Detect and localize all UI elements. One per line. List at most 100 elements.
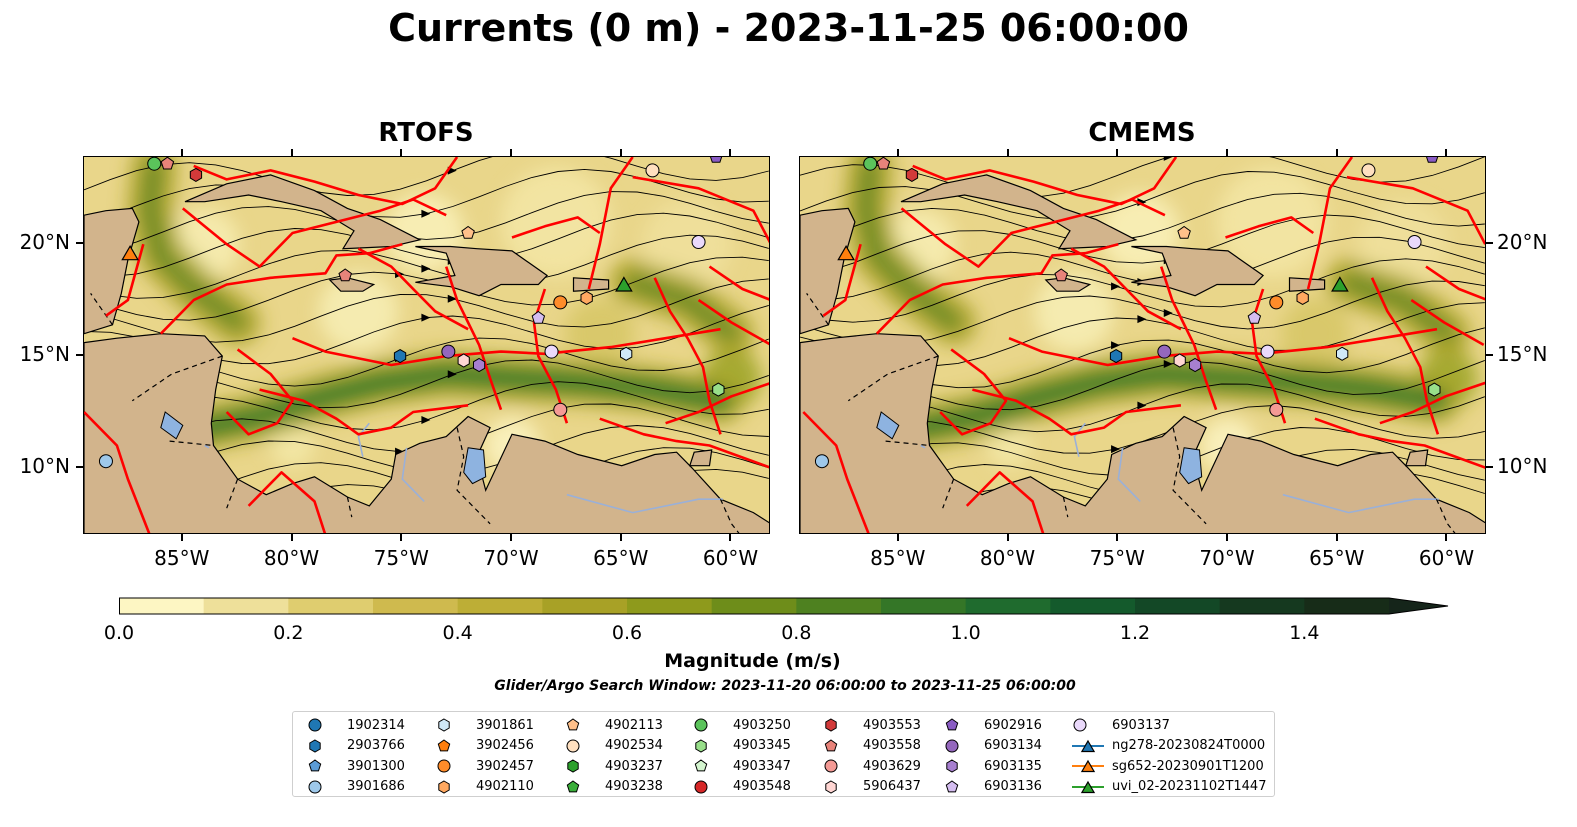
legend-marker-pentagon — [566, 779, 580, 792]
lon-tick-mark — [1335, 149, 1338, 156]
legend-label: 4903345 — [733, 738, 791, 753]
legend-item: 6903137 — [1072, 715, 1170, 735]
legend-item: 6903135 — [944, 756, 1042, 776]
observation-markers — [98, 157, 725, 469]
legend-label: 6903136 — [984, 779, 1042, 794]
observation-4903250 — [147, 157, 162, 171]
lat-tick-label-left: 15°N — [19, 342, 70, 367]
legend-marker-circle — [945, 739, 959, 752]
observation-sg652-20230901T1200 — [837, 245, 855, 261]
legend-item: sg652-20230901T1200 — [1072, 756, 1264, 776]
country-borders — [90, 293, 740, 533]
observation-3901686 — [814, 454, 829, 469]
map-svg — [800, 157, 1485, 533]
colorbar-segment — [1135, 598, 1221, 614]
legend-marker-circle — [437, 759, 451, 773]
lon-tick-mark — [1226, 534, 1228, 541]
observation-3901861 — [620, 346, 633, 361]
map-panel-cmems — [799, 156, 1486, 534]
legend-label: 3902456 — [476, 738, 534, 753]
figure-title: Currents (0 m) - 2023-11-25 06:00:00 — [388, 6, 1189, 50]
legend-marker-hexagon — [825, 779, 837, 794]
legend-label: 3902457 — [476, 758, 534, 774]
observation-6903137 — [1260, 344, 1275, 359]
legend-label: 1902314 — [347, 717, 405, 733]
colorbar-segment — [796, 598, 882, 614]
colorbar-segment — [1304, 598, 1390, 614]
observation-4903558 — [876, 157, 891, 170]
lat-tick-mark — [1486, 465, 1493, 468]
observation-6902916 — [710, 157, 723, 163]
lon-tick-mark — [729, 534, 732, 541]
observation-markers — [814, 157, 1441, 469]
observation-5906437 — [457, 353, 470, 368]
lon-tick-label: 65°W — [1309, 546, 1365, 570]
legend-label: 4903548 — [733, 779, 791, 794]
lon-tick-mark — [1006, 149, 1009, 156]
lon-tick-mark — [290, 149, 293, 156]
legend-label: 3901300 — [347, 758, 405, 774]
colorbar-segment — [542, 598, 628, 614]
observation-4902113 — [1177, 225, 1191, 239]
legend-label: ng278-20230824T0000 — [1112, 738, 1266, 753]
lon-tick-label: 80°W — [979, 546, 1036, 570]
legend-item: 2903766 — [307, 736, 405, 756]
observation-6903137 — [691, 234, 706, 249]
colorbar-outline — [119, 597, 1449, 615]
lon-tick-label: 80°W — [263, 546, 320, 570]
legend-marker-triangle — [1072, 759, 1104, 773]
lon-tick-label: 85°W — [154, 546, 210, 570]
observation-6903136 — [1247, 310, 1262, 324]
observation-3901686 — [98, 454, 113, 469]
legend-label: 4902534 — [605, 738, 663, 753]
colorbar-segment — [1219, 598, 1305, 614]
legend-marker-hexagon — [567, 759, 579, 773]
legend-item: 4903238 — [565, 777, 663, 797]
lon-tick-label: 70°W — [1199, 546, 1255, 570]
observation-6903134 — [441, 344, 456, 359]
legend-marker-hexagon — [309, 738, 321, 753]
lon-tick-mark — [619, 149, 622, 156]
legend-label: 4903629 — [863, 758, 921, 774]
observation-3902457 — [553, 295, 568, 310]
lat-tick-mark — [76, 465, 83, 468]
observation-uvi_02-20231102T1447 — [615, 276, 633, 292]
lon-tick-mark — [510, 534, 512, 541]
lon-tick-mark — [180, 534, 183, 541]
map-svg — [84, 157, 769, 533]
colorbar-segment — [965, 598, 1051, 614]
legend-item: 4903347 — [693, 756, 791, 776]
legend-label: 6903134 — [984, 738, 1042, 753]
observation-4903558 — [1054, 268, 1068, 282]
colorbar-tick-label: 0.6 — [611, 622, 643, 644]
lon-tick-mark — [1445, 534, 1448, 541]
legend-label: 5906437 — [863, 779, 921, 794]
colorbar-segment — [119, 598, 205, 614]
observation-sg652-20230901T1200 — [121, 245, 139, 261]
lon-tick-label: 85°W — [870, 546, 926, 570]
legend-item: 4903250 — [693, 715, 791, 735]
colorbar-segment — [288, 598, 374, 614]
colorbar-tick-label: 0.2 — [273, 622, 304, 644]
legend-item: 6903136 — [944, 777, 1042, 797]
lat-tick-mark — [76, 354, 83, 357]
legend-marker-pentagon — [694, 759, 708, 772]
observation-4903553 — [905, 167, 919, 182]
legend-marker-circle — [308, 780, 322, 793]
panel-title-rtofs: RTOFS — [378, 118, 474, 148]
legend-marker-circle — [308, 718, 322, 732]
lat-tick-label-left: 10°N — [19, 453, 70, 478]
lon-tick-label: 75°W — [373, 546, 429, 570]
legend-label: 6902916 — [984, 717, 1042, 733]
legend-item: 3901300 — [307, 756, 405, 776]
legend-marker-pentagon — [566, 718, 580, 731]
legend-item: 3902456 — [436, 736, 534, 756]
legend-item: 4903553 — [823, 715, 921, 735]
observation-6903135 — [1189, 357, 1202, 373]
legend-item: 3901686 — [307, 777, 405, 797]
colorbar-segment — [457, 598, 543, 614]
observation-6903134 — [1157, 344, 1172, 359]
observation-4903250 — [863, 157, 878, 171]
colorbar-segment — [1050, 598, 1136, 614]
legend-label: 4902110 — [476, 779, 534, 794]
